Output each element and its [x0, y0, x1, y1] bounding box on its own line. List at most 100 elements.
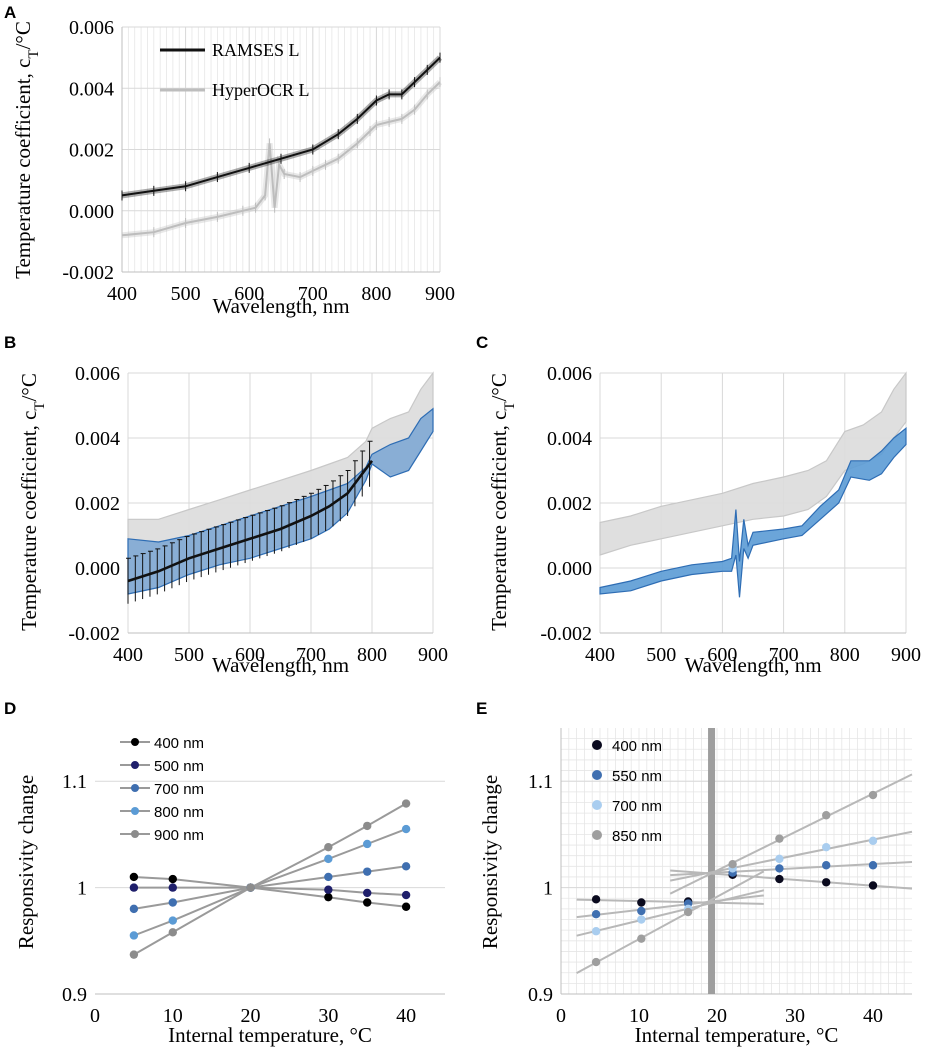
data-point — [168, 916, 177, 925]
panel-label: B — [4, 333, 16, 352]
data-point — [775, 834, 784, 843]
data-point — [637, 906, 646, 916]
legend-label: 400 nm — [154, 735, 204, 752]
legend-marker — [131, 738, 139, 746]
data-point — [129, 950, 139, 959]
y-tick-label: 0.9 — [62, 984, 87, 1006]
y-axis-title: Responsivity change — [14, 775, 38, 949]
y-axis-title: Temperature coefficient, cT/°C — [17, 373, 48, 631]
y-axis-title: Responsivity change — [478, 775, 502, 949]
trend-line — [133, 802, 407, 956]
mean-line — [127, 460, 374, 583]
x-tick-label: 900 — [418, 644, 448, 666]
y-axis-title-main: Temperature coefficient, c — [11, 59, 35, 279]
legend-label: 700 nm — [154, 781, 204, 798]
panel-label: C — [476, 333, 488, 352]
y-tick-label: 1.1 — [62, 771, 87, 793]
data-point — [822, 842, 831, 852]
data-point — [168, 883, 177, 892]
data-point — [324, 872, 333, 882]
x-tick-label: 500 — [646, 644, 676, 666]
data-point — [324, 885, 333, 894]
x-tick-label: 900 — [425, 283, 455, 305]
data-point — [591, 895, 601, 904]
x-tick-label: 20 — [707, 1005, 727, 1027]
legend-marker — [131, 807, 139, 815]
legend-label: 500 nm — [154, 758, 204, 775]
y-tick-label: 0.000 — [75, 558, 120, 580]
data-point — [775, 874, 784, 884]
trend-line — [133, 886, 407, 896]
data-point — [868, 790, 878, 800]
legend: 400 nm 500 nm 700 nm 800 nm 900 nm — [120, 735, 204, 844]
y-tick-label: 0.006 — [69, 17, 114, 39]
panel-b: B -0.002 0.000 0.002 0.004 0.006 400 500 600 700 8… — [4, 333, 448, 677]
x-tick-label: 800 — [357, 644, 387, 666]
y-tick-label: 0.006 — [75, 363, 120, 385]
y-tick-label: 0.004 — [75, 428, 120, 450]
data-point — [401, 824, 411, 834]
trend-line — [133, 828, 407, 937]
x-axis-title: Wavelength, nm — [684, 653, 821, 677]
x-tick-label: 40 — [396, 1005, 416, 1027]
legend-marker — [131, 830, 139, 838]
y-tick-label: 0.000 — [547, 558, 592, 580]
legend-label: 850 nm — [612, 828, 662, 845]
panel-a: A -0.002 0.000 0.002 0.004 0.006 400 500 600 700 8… — [4, 3, 455, 318]
y-tick-label: 0.002 — [69, 140, 114, 162]
data-point — [363, 898, 372, 907]
series-850-nm — [576, 773, 913, 974]
series-550-nm — [576, 860, 913, 919]
data-point — [324, 842, 333, 852]
x-tick-label: 500 — [174, 644, 204, 666]
y-tick-label: 1 — [543, 878, 553, 900]
data-point — [637, 915, 646, 924]
data-point — [129, 904, 139, 914]
x-tick-label: 10 — [629, 1005, 649, 1027]
legend-marker — [592, 740, 602, 750]
legend-label: 700 nm — [612, 798, 662, 815]
data-point — [591, 957, 601, 967]
panel-label: A — [4, 3, 16, 22]
data-point — [591, 927, 601, 936]
y-axis-title-main: Temperature coefficient, c — [17, 411, 41, 631]
x-tick-label: 700 — [298, 283, 328, 305]
panel-c: C -0.002 0.000 0.002 0.004 0.006 400 500 600 700 8… — [476, 333, 921, 677]
series-mean — [126, 440, 374, 604]
x-axis-title: Wavelength, nm — [212, 653, 349, 677]
data-point — [324, 854, 333, 864]
panel-label: E — [476, 699, 487, 718]
data-point — [363, 867, 372, 876]
data-point — [728, 859, 737, 869]
x-tick-label: 30 — [318, 1005, 338, 1027]
x-tick-label: 900 — [891, 644, 921, 666]
data-point — [401, 862, 411, 871]
y-axis-title: Temperature coefficient, cT/°C — [11, 21, 42, 279]
data-point — [363, 821, 372, 831]
y-tick-label: 0.004 — [547, 428, 592, 450]
data-point — [129, 883, 139, 892]
x-axis-title: Wavelength, nm — [212, 294, 349, 318]
data-point — [168, 874, 177, 884]
data-point — [168, 928, 177, 937]
legend-label: 900 nm — [154, 827, 204, 844]
legend-label: HyperOCR L — [212, 80, 310, 100]
y-tick-label: 0.006 — [547, 363, 592, 385]
data-point — [401, 890, 411, 900]
y-tick-label: 0.002 — [75, 493, 120, 515]
data-point — [168, 898, 177, 907]
panel-d: D 0.9 1 1.1 0 10 20 30 40 400 nm 500 nm 700 nm 800 n… — [4, 699, 445, 1047]
legend-marker — [131, 784, 139, 792]
series-700-nm — [576, 830, 913, 937]
x-tick-label: 400 — [107, 283, 137, 305]
x-tick-label: 10 — [163, 1005, 183, 1027]
x-tick-label: 700 — [769, 644, 799, 666]
y-tick-label: 1.1 — [528, 771, 553, 793]
y-tick-label: 0.9 — [528, 984, 553, 1006]
data-point — [129, 872, 139, 882]
y-axis-title-unit: /°C — [487, 373, 511, 401]
y-axis-title-main: Temperature coefficient, c — [487, 411, 511, 631]
data-point — [129, 931, 139, 940]
legend-marker — [131, 761, 139, 769]
